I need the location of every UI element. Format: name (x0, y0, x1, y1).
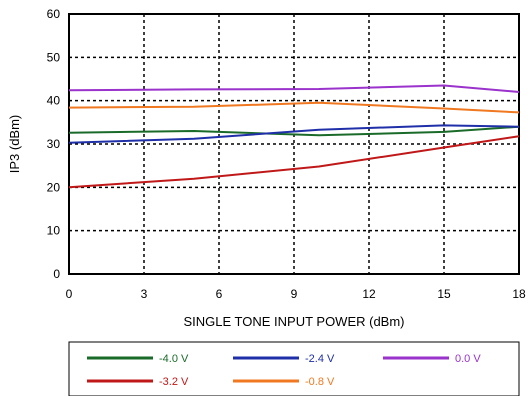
x-tick-label: 3 (141, 287, 148, 301)
series-line-0-8-V (68, 101, 520, 114)
x-tick-label: 15 (437, 287, 451, 301)
series-line-3-2-V (68, 135, 520, 189)
series-line-4-0-V (68, 125, 520, 137)
y-tick-label: 20 (47, 180, 61, 194)
y-tick-label: 30 (47, 137, 61, 151)
legend-label: -4.0 V (159, 353, 189, 365)
legend-label: -3.2 V (159, 376, 189, 388)
x-axis-ticks: 0 3 6 9 12 15 18 (66, 287, 526, 301)
legend-label: 0.0 V (455, 353, 481, 365)
y-tick-label: 50 (47, 50, 61, 64)
x-tick-label: 12 (362, 287, 376, 301)
y-axis-ticks: 0 10 20 30 40 50 60 (47, 7, 61, 281)
legend-label: -0.8 V (305, 376, 335, 388)
x-tick-label: 9 (291, 287, 298, 301)
y-tick-label: 40 (47, 94, 61, 108)
legend-label: -2.4 V (305, 353, 335, 365)
legend: -4.0 V -2.4 V 0.0 V -3.2 V -0.8 V (87, 353, 481, 388)
series-line-2-4-V (68, 124, 520, 144)
x-tick-label: 0 (66, 287, 73, 301)
y-tick-label: 0 (53, 267, 60, 281)
x-tick-label: 6 (216, 287, 223, 301)
series-group (68, 84, 520, 189)
y-tick-label: 10 (47, 224, 61, 238)
x-tick-label: 18 (512, 287, 526, 301)
legend-box (68, 341, 520, 396)
grid-lines (69, 14, 519, 274)
x-axis-label: SINGLE TONE INPUT POWER (dBm) (183, 314, 404, 329)
plot-area-frame (68, 13, 520, 275)
y-tick-label: 60 (47, 7, 61, 21)
y-axis-label: IP3 (dBm) (7, 115, 22, 174)
series-line-0-0-V (68, 84, 520, 93)
